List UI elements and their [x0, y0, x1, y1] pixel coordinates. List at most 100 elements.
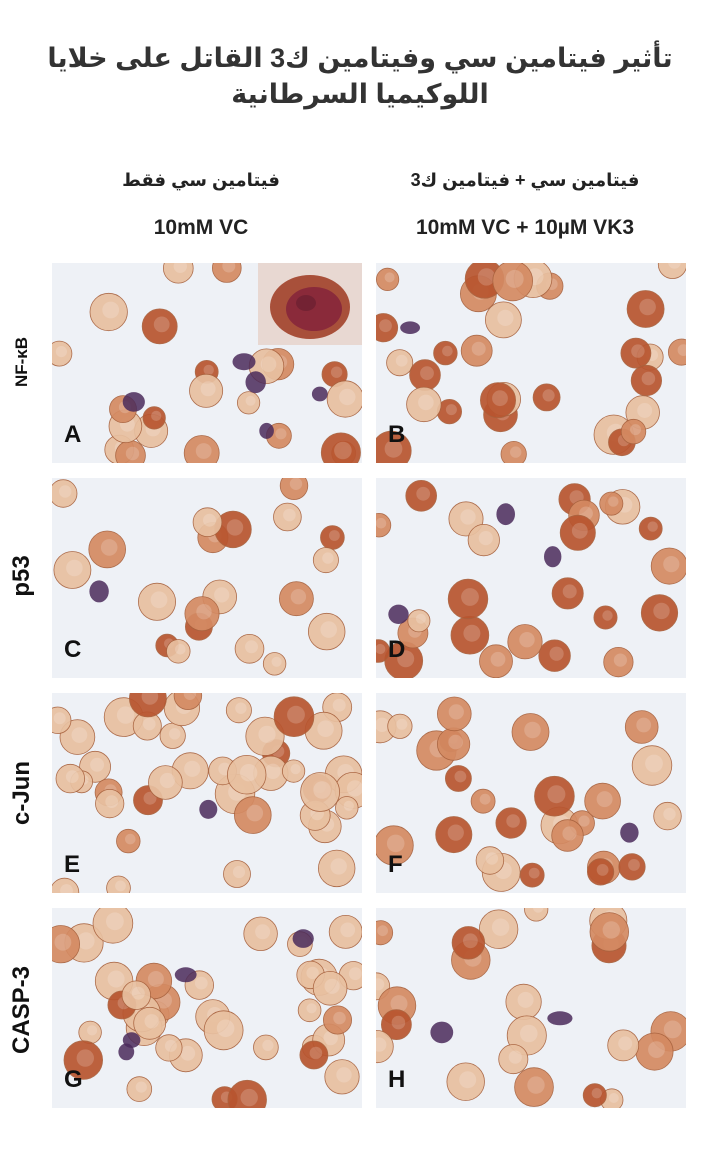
cell — [376, 1030, 394, 1064]
cell-highlight — [602, 921, 620, 939]
stained-nucleus — [292, 929, 314, 948]
column-1-english-header: 10mM VC — [153, 216, 249, 239]
cell-highlight — [639, 298, 656, 316]
column-1-arabic-header: فيتامين سي فقط — [122, 170, 280, 190]
cell — [173, 693, 203, 710]
cell — [511, 713, 550, 751]
cell-highlight — [645, 754, 663, 773]
cell-highlight — [663, 1020, 682, 1039]
cell-highlight — [562, 584, 577, 599]
cell-highlight — [246, 804, 264, 822]
cell-highlight — [306, 966, 319, 980]
cell — [133, 1006, 167, 1040]
cell-highlight — [260, 356, 277, 372]
cell — [668, 338, 686, 366]
micrograph-panel-h: H — [376, 908, 686, 1108]
cell-highlight — [59, 485, 72, 498]
cell-highlight — [54, 933, 72, 951]
panel-label-h: H — [388, 1066, 406, 1093]
cell-highlight — [636, 717, 652, 733]
cell-highlight — [107, 970, 125, 988]
cell — [299, 1040, 329, 1070]
cell-field-a — [52, 263, 362, 463]
cell-highlight — [330, 858, 347, 875]
cell — [89, 292, 128, 332]
cell — [376, 920, 394, 946]
cell — [312, 971, 348, 1006]
cell — [470, 788, 496, 814]
cell — [467, 523, 500, 557]
cell-highlight — [479, 793, 491, 805]
cell-highlight — [505, 269, 524, 288]
cell-highlight — [630, 424, 641, 436]
cell — [121, 980, 152, 1010]
cell — [376, 267, 400, 291]
micrograph-panel-f: F — [376, 693, 686, 893]
cell-highlight — [164, 1039, 177, 1052]
cell — [227, 1079, 267, 1108]
cell — [479, 644, 513, 678]
cell-highlight — [222, 263, 236, 273]
cell — [155, 1034, 183, 1062]
cell — [626, 290, 665, 328]
cell-field-g — [52, 908, 362, 1108]
cell-highlight — [461, 588, 479, 606]
cell-highlight — [459, 1071, 477, 1089]
column-2-english-header: 10mM VC + 10µM VK3 — [415, 216, 635, 239]
cell — [225, 697, 252, 724]
cell — [498, 1044, 529, 1075]
cell — [376, 313, 399, 343]
cell — [106, 875, 131, 893]
cell-highlight — [240, 764, 258, 782]
cell — [631, 745, 673, 786]
cell — [223, 860, 251, 888]
cell-highlight — [289, 478, 303, 490]
cell — [53, 551, 92, 589]
cell-highlight — [232, 865, 246, 879]
cell-highlight — [384, 272, 395, 283]
cell — [653, 801, 682, 831]
cell-highlight — [125, 833, 136, 845]
cell — [500, 441, 527, 463]
cell — [603, 647, 634, 678]
cell-highlight — [663, 807, 676, 821]
cell — [445, 765, 472, 792]
cell-highlight — [115, 880, 126, 892]
cell-highlight — [334, 441, 352, 460]
panel-label-c: C — [64, 636, 82, 663]
stained-nucleus — [544, 546, 562, 568]
cell — [52, 340, 73, 367]
cell — [559, 514, 596, 551]
cell-highlight — [320, 621, 338, 638]
stained-nucleus — [400, 321, 420, 334]
stained-nucleus — [496, 503, 515, 526]
cell-highlight — [340, 922, 356, 938]
cell-highlight — [195, 443, 212, 459]
cell — [630, 364, 662, 397]
cell-highlight — [235, 702, 247, 714]
cell — [534, 775, 575, 817]
cell-highlight — [317, 720, 334, 737]
cell-highlight — [648, 1041, 665, 1058]
cell-highlight — [519, 632, 535, 648]
cell-highlight — [262, 1039, 274, 1051]
cell-highlight — [184, 760, 201, 777]
cell-highlight — [510, 446, 522, 458]
cell-highlight — [376, 643, 386, 655]
cell — [492, 263, 533, 302]
cell-highlight — [76, 1049, 94, 1067]
cell-highlight — [60, 884, 73, 893]
cell-highlight — [376, 517, 387, 529]
cell-highlight — [175, 644, 186, 655]
cell-highlight — [608, 496, 619, 507]
cell-highlight — [100, 539, 118, 556]
cell-highlight — [65, 770, 79, 783]
cell — [437, 696, 472, 732]
cell-highlight — [631, 344, 645, 358]
cell — [589, 912, 629, 952]
cell — [507, 624, 543, 660]
cell-highlight — [348, 967, 362, 981]
cell-highlight — [332, 698, 346, 712]
stained-nucleus — [245, 371, 266, 394]
cell-highlight — [322, 552, 334, 564]
